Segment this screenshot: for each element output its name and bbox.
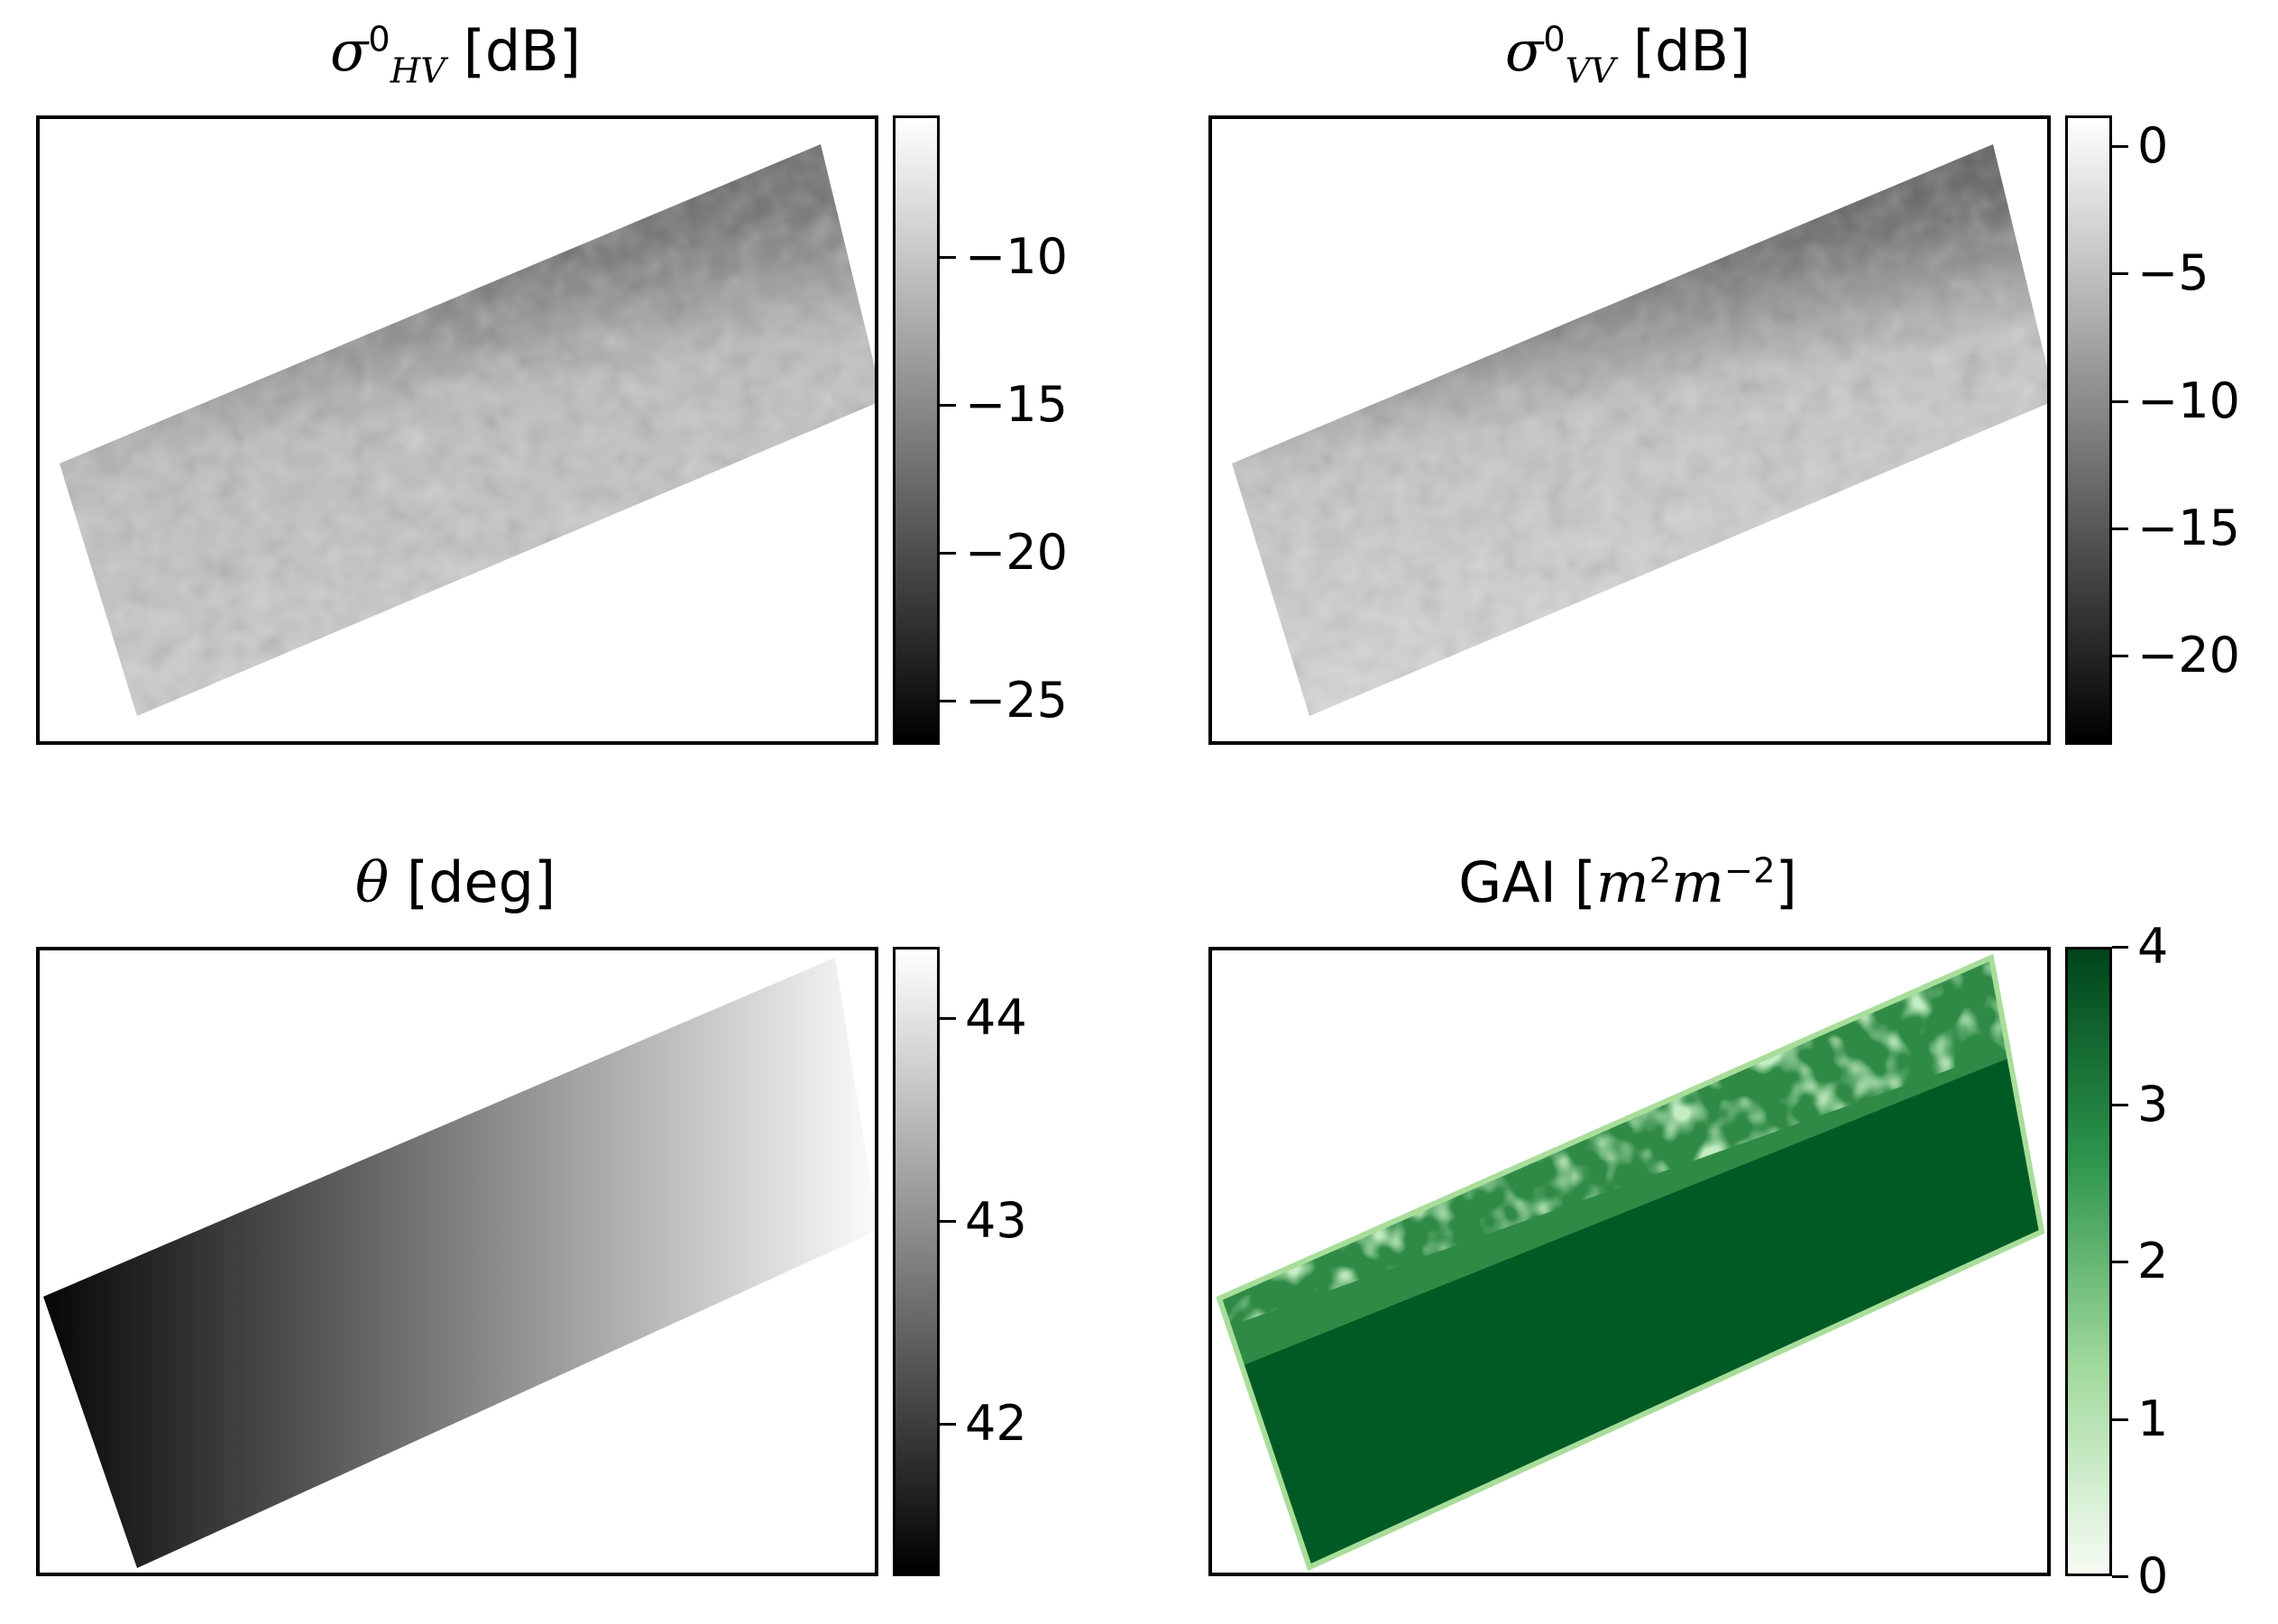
heatmap-edge xyxy=(1216,953,2045,1572)
colorbar-tick xyxy=(2112,1418,2128,1421)
colorbar-tick-label: 43 xyxy=(965,1192,1027,1249)
colorbar xyxy=(893,115,940,745)
colorbar-tick xyxy=(2112,145,2128,148)
heatmap-image xyxy=(1232,144,2047,716)
colorbar xyxy=(2065,947,2112,1576)
title-symbol: θ xyxy=(354,849,390,915)
colorbar-tick-label: −10 xyxy=(965,228,1068,285)
colorbar-tick-label: −15 xyxy=(2137,500,2240,556)
colorbar-tick xyxy=(940,1017,956,1020)
title-unit-m1: m xyxy=(1595,849,1649,915)
heatmap-fill xyxy=(43,958,875,1568)
panel-title: σ0HV [dB] xyxy=(36,18,875,91)
heatmap-frame xyxy=(1208,115,2051,745)
colorbar-tick xyxy=(940,700,956,702)
heatmap-frame xyxy=(36,115,878,745)
colorbar-ticks: 44 43 42 xyxy=(940,947,1027,1576)
colorbar-tick-label: 44 xyxy=(965,989,1027,1046)
colorbar-tick xyxy=(2112,946,2128,949)
colorbar-tick xyxy=(940,404,956,407)
panel-title: GAI [m2m−2] xyxy=(1458,849,1797,915)
title-unit-sup1: 2 xyxy=(1649,850,1672,892)
title-unit: [dB] xyxy=(463,18,582,84)
colorbar-ticks: 0 −5 −10 −15 −20 xyxy=(2112,115,2240,745)
panel-title: θ [deg] xyxy=(36,849,875,915)
colorbar xyxy=(893,947,940,1576)
title-sup: 0 xyxy=(368,19,390,60)
colorbar-tick-label: −15 xyxy=(965,376,1068,433)
colorbar-tick xyxy=(2112,400,2128,403)
title-unit-sup2: −2 xyxy=(1723,850,1776,892)
title-symbol: GAI xyxy=(1458,849,1557,915)
colorbar-tick xyxy=(2112,655,2128,657)
colorbar-tick xyxy=(940,256,956,259)
colorbar-tick-label: 0 xyxy=(2137,117,2169,174)
colorbar xyxy=(2065,115,2112,745)
colorbar-tick-label: 2 xyxy=(2137,1233,2169,1289)
colorbar-tick-label: 42 xyxy=(965,1395,1027,1452)
colorbar-ticks: −10 −15 −20 −25 xyxy=(940,115,1068,745)
colorbar-tick-label: 3 xyxy=(2137,1076,2169,1133)
colorbar-tick-label: −5 xyxy=(2137,244,2209,301)
colorbar-tick xyxy=(940,1220,956,1223)
heatmap-frame xyxy=(36,947,878,1576)
colorbar-tick-label: −20 xyxy=(965,524,1068,581)
colorbar-tick xyxy=(2112,1104,2128,1106)
colorbar-tick-label: 0 xyxy=(2137,1547,2169,1604)
title-sup: 0 xyxy=(1543,19,1566,60)
heatmap-image xyxy=(1216,953,2045,1572)
title-symbol: σ xyxy=(1504,18,1544,84)
colorbar-tick-label: −20 xyxy=(2137,627,2240,684)
heatmap-image xyxy=(43,958,875,1568)
colorbar-tick-label: −10 xyxy=(2137,372,2240,429)
colorbar-tick xyxy=(2112,1261,2128,1263)
title-unit: [deg] xyxy=(406,849,556,915)
heatmap-image xyxy=(60,144,875,716)
colorbar-tick xyxy=(940,1423,956,1426)
title-sub: VV xyxy=(1565,50,1616,92)
title-sub: HV xyxy=(390,50,446,92)
colorbar-tick-label: 1 xyxy=(2137,1390,2169,1447)
heatmap-frame xyxy=(1208,947,2051,1576)
colorbar-tick-label: −25 xyxy=(965,672,1068,729)
colorbar-tick xyxy=(2112,1575,2128,1578)
colorbar-tick xyxy=(940,552,956,555)
colorbar-tick xyxy=(2112,528,2128,530)
colorbar-tick xyxy=(2112,272,2128,275)
panel-title: σ0VV [dB] xyxy=(1208,18,2047,91)
title-unit-m2: m xyxy=(1671,849,1724,915)
colorbar-tick-label: 4 xyxy=(2137,918,2169,975)
title-unit: [dB] xyxy=(1632,18,1751,84)
title-symbol: σ xyxy=(329,18,369,84)
